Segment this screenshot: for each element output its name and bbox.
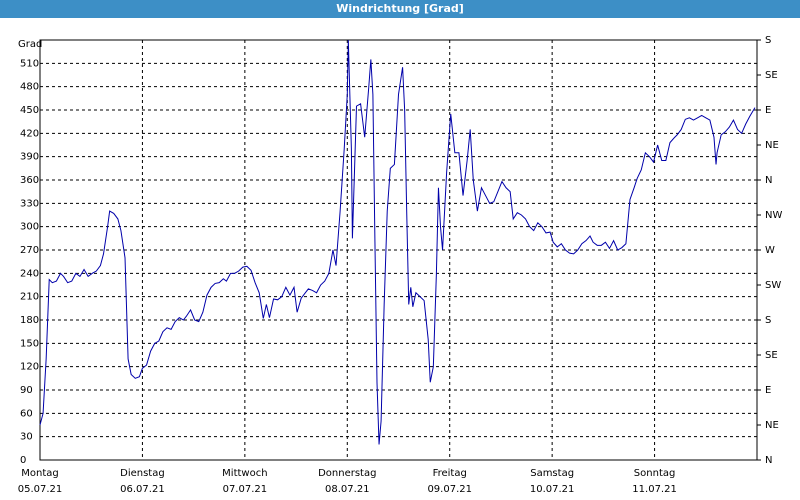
y-tick-label: 0 — [20, 455, 26, 466]
x-tick-sublabel: 05.07.21 — [18, 484, 63, 495]
y-tick-label: 360 — [20, 175, 39, 186]
y-tick-label: 180 — [20, 315, 39, 326]
x-tick-sublabel: 09.07.21 — [427, 484, 472, 495]
x-tick-label: Sonntag — [634, 468, 676, 479]
y2-tick-label: E — [765, 105, 771, 116]
plot-border — [39, 39, 758, 461]
x-tick-label: Dienstag — [120, 468, 165, 479]
x-tick-sublabel: 07.07.21 — [223, 484, 268, 495]
y2-tick-label: SE — [765, 70, 778, 81]
y-tick-label: 510 — [20, 58, 39, 69]
y2-tick-label: N — [765, 455, 772, 466]
x-tick-sublabel: 08.07.21 — [325, 484, 370, 495]
y-tick-label: 270 — [20, 245, 39, 256]
x-tick-label: Freitag — [433, 468, 467, 479]
y-tick-label: 90 — [20, 385, 33, 396]
data-line — [39, 39, 756, 445]
y-axis-label: Grad — [18, 39, 42, 50]
y2-tick-label: SE — [765, 350, 778, 361]
y-tick-label: 240 — [20, 268, 39, 279]
y-tick-label: 210 — [20, 292, 39, 303]
y-tick-label: 450 — [20, 105, 39, 116]
y-tick-label: 390 — [20, 152, 39, 163]
y2-tick-label: NW — [765, 210, 782, 221]
y2-tick-label: E — [765, 385, 771, 396]
x-tick-sublabel: 06.07.21 — [120, 484, 165, 495]
window-title: Windrichtung [Grad] — [0, 0, 800, 18]
y2-tick-label: S — [765, 35, 771, 46]
y2-tick-label: S — [765, 315, 771, 326]
x-tick-label: Mittwoch — [222, 468, 267, 479]
x-tick-label: Samstag — [530, 468, 574, 479]
y-tick-label: 480 — [20, 82, 39, 93]
x-tick-label: Montag — [21, 468, 58, 479]
background — [0, 18, 800, 500]
y-tick-label: 330 — [20, 198, 39, 209]
y-tick-label: 120 — [20, 362, 39, 373]
x-tick-label: Donnerstag — [318, 468, 376, 479]
y2-tick-label: W — [765, 245, 775, 256]
y-tick-label: 420 — [20, 128, 39, 139]
y2-tick-label: N — [765, 175, 772, 186]
y-tick-label: 60 — [20, 408, 33, 419]
y2-tick-label: NE — [765, 420, 779, 431]
y2-tick-label: NE — [765, 140, 779, 151]
x-tick-sublabel: 10.07.21 — [530, 484, 575, 495]
y-tick-label: 30 — [20, 432, 33, 443]
y-tick-label: 300 — [20, 222, 39, 233]
y2-tick-label: SW — [765, 280, 781, 291]
x-tick-sublabel: 11.07.21 — [632, 484, 677, 495]
y-tick-label: 150 — [20, 338, 39, 349]
